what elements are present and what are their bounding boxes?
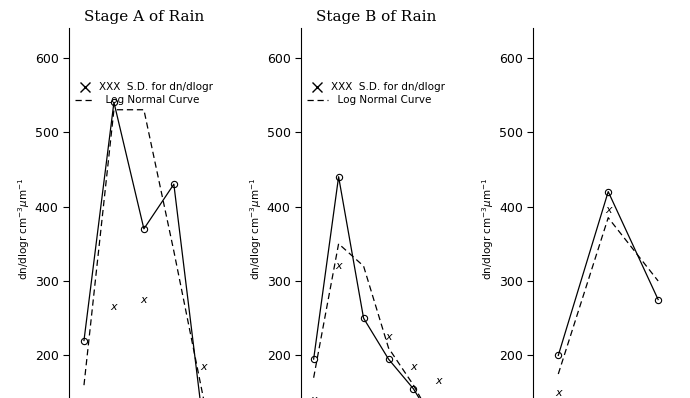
Text: x: x: [555, 388, 562, 398]
Text: x: x: [605, 205, 611, 215]
Text: x: x: [201, 361, 207, 372]
Text: x: x: [335, 261, 342, 271]
Text: x: x: [141, 295, 147, 304]
Legend: XXX  S.D. for dn/dlogr,   Log Normal Curve: XXX S.D. for dn/dlogr, Log Normal Curve: [306, 81, 446, 107]
Text: x: x: [410, 361, 417, 372]
Y-axis label: dn/dlogr cm$^{-3}$$\mu$m$^{-1}$: dn/dlogr cm$^{-3}$$\mu$m$^{-1}$: [16, 178, 32, 280]
Text: x: x: [385, 332, 392, 342]
Y-axis label: dn/dlogr cm$^{-3}$$\mu$m$^{-1}$: dn/dlogr cm$^{-3}$$\mu$m$^{-1}$: [480, 178, 496, 280]
Title: Stage A of Rain: Stage A of Rain: [83, 10, 204, 24]
Text: x: x: [110, 302, 117, 312]
Text: x: x: [435, 377, 442, 386]
Title: Stage B of Rain: Stage B of Rain: [316, 10, 436, 24]
Y-axis label: dn/dlogr cm$^{-3}$$\mu$m$^{-1}$: dn/dlogr cm$^{-3}$$\mu$m$^{-1}$: [248, 178, 264, 280]
Legend: XXX  S.D. for dn/dlogr,   Log Normal Curve: XXX S.D. for dn/dlogr, Log Normal Curve: [74, 81, 214, 107]
Text: x: x: [310, 395, 317, 398]
